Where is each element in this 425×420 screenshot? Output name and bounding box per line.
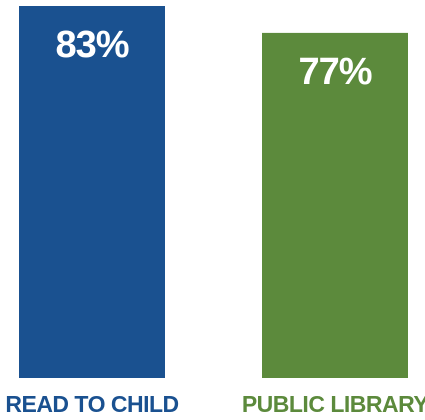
bar-public-library [262, 32, 408, 378]
category-labels-group: READ TO CHILD PUBLIC LIBRARY [5, 391, 425, 417]
bar-read-to-child [19, 6, 165, 378]
bars-group [19, 6, 408, 378]
category-label-public-library: PUBLIC LIBRARY [242, 391, 425, 417]
value-label-public-library: 77% [298, 51, 371, 93]
category-label-read-to-child: READ TO CHILD [5, 391, 178, 417]
value-labels-group: 83% 77% [55, 24, 372, 93]
value-label-read-to-child: 83% [55, 24, 128, 66]
